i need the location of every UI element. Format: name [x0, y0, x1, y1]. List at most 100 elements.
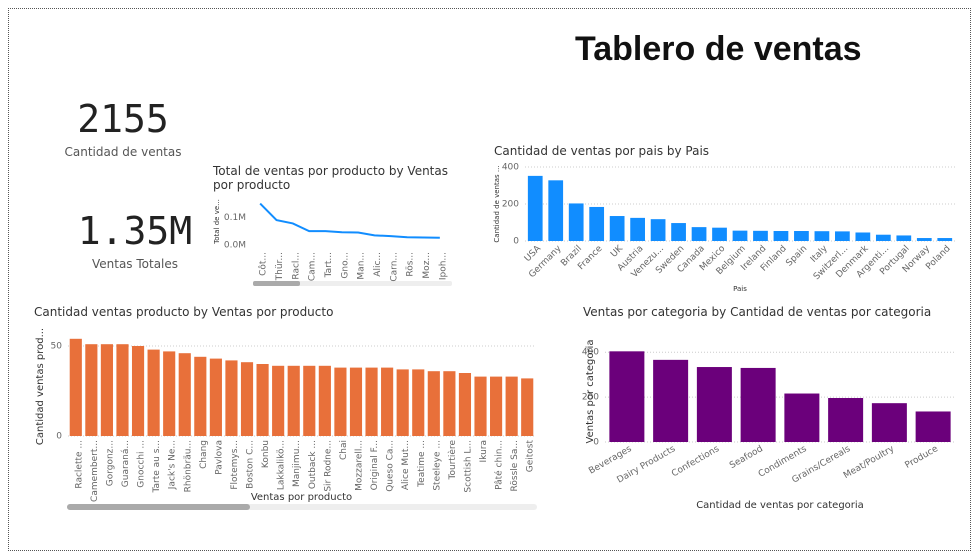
- bar: [896, 235, 912, 241]
- bar: [505, 376, 518, 436]
- y-tick-label: 400: [582, 348, 599, 358]
- x-tick-label: Sir Rodne...: [323, 440, 333, 492]
- bar: [784, 393, 820, 442]
- bar: [163, 351, 176, 436]
- x-tick-label: Ipoh...: [438, 252, 448, 280]
- bar: [871, 403, 907, 442]
- bar: [427, 371, 440, 436]
- scrollbar-track[interactable]: [253, 281, 452, 286]
- bar: [548, 180, 564, 241]
- dashboard-title: Tablero de ventas: [575, 30, 862, 68]
- x-tick-label: Geitost: [526, 440, 536, 473]
- bar: [650, 219, 666, 241]
- y-tick-label: 400: [502, 163, 519, 173]
- x-tick-label: Tart...: [324, 252, 334, 278]
- kpi-label: Ventas Totales: [91, 257, 179, 271]
- y-tick-label: 0: [593, 438, 599, 448]
- x-tick-label: Spain: [784, 244, 809, 269]
- x-tick-label: Pâté chin...: [494, 440, 505, 490]
- x-tick-label: Chang: [199, 440, 209, 469]
- x-tick-label: Teatime ...: [417, 440, 427, 488]
- bar: [696, 367, 732, 442]
- chart-title: Cantidad ventas producto by Ventas por p…: [34, 305, 334, 319]
- bar: [527, 175, 543, 241]
- x-axis-label: Cantidad de ventas por categoria: [696, 500, 864, 511]
- bar: [671, 223, 686, 241]
- bar: [828, 398, 864, 442]
- x-tick-label: Thür...: [275, 252, 285, 281]
- bar: [773, 231, 789, 241]
- x-tick-label: Flotemys...: [230, 440, 240, 490]
- x-tick-label: Konbu: [261, 440, 271, 468]
- bar: [334, 367, 347, 436]
- y-tick-label: 50: [51, 342, 63, 352]
- y-tick-label: 0.0M: [224, 241, 246, 251]
- bar: [916, 238, 932, 241]
- x-tick-label: Man...: [357, 252, 367, 280]
- scrollbar-thumb[interactable]: [253, 281, 300, 286]
- x-tick-label: Outback ...: [308, 440, 318, 489]
- bar: [131, 346, 145, 436]
- x-tick-label: Ikura: [479, 440, 489, 463]
- y-axis-label: Ventas por categoria: [585, 340, 596, 444]
- x-tick-label: Rös...: [406, 252, 416, 277]
- bar: [85, 344, 98, 436]
- bar: [209, 358, 222, 436]
- bar: [458, 373, 472, 436]
- x-tick-label: Chai: [339, 440, 349, 460]
- y-axis-label: Cantidad ventas prod...: [35, 328, 46, 445]
- y-tick-label: 0: [513, 237, 519, 247]
- bar: [272, 365, 285, 436]
- bar: [490, 376, 503, 436]
- x-tick-label: Rössle Sa...: [510, 440, 520, 491]
- chart-title: Ventas por categoria by Cantidad de vent…: [583, 305, 932, 319]
- y-tick-label: 0.1M: [224, 213, 246, 223]
- bar: [653, 359, 689, 442]
- scrollbar-thumb[interactable]: [67, 504, 250, 510]
- bar: [740, 367, 776, 442]
- y-tick-label: 200: [582, 393, 599, 403]
- bar: [240, 362, 254, 436]
- bar: [937, 238, 953, 241]
- x-tick-label: Gno...: [340, 252, 350, 279]
- kpi-value: 1.35M: [77, 209, 193, 253]
- x-tick-label: Seafood: [728, 444, 765, 471]
- bar: [365, 367, 378, 436]
- x-tick-label: Boston C...: [246, 440, 256, 489]
- x-tick-label: Moz...: [422, 252, 432, 279]
- chart-title: Cantidad de ventas por pais by Pais: [494, 144, 710, 158]
- bar: [521, 378, 534, 436]
- bar: [609, 351, 645, 442]
- bar: [814, 231, 830, 241]
- bar: [691, 227, 707, 241]
- y-tick-label: 200: [502, 200, 519, 210]
- x-tick-label: Racl...: [291, 252, 301, 280]
- x-tick-label: Queso Ca...: [386, 440, 396, 492]
- bar: [349, 367, 363, 436]
- x-tick-label: Jack's Ne...: [168, 440, 178, 490]
- x-tick-label: Tarte au s...: [152, 440, 162, 494]
- x-tick-label: Mozzarell...: [354, 440, 364, 491]
- bar: [835, 231, 850, 241]
- bar: [794, 231, 809, 241]
- y-axis-label: Cantidad de ventas ...: [493, 165, 501, 242]
- bar: [753, 230, 768, 241]
- bar: [381, 367, 394, 436]
- x-tick-label: Confections: [670, 444, 721, 479]
- frame: [8, 8, 971, 551]
- bar: [178, 353, 191, 436]
- bar: [69, 338, 82, 436]
- bar: [712, 227, 727, 241]
- x-axis-label: Ventas por producto: [251, 492, 352, 503]
- kpi-value: 2155: [77, 97, 169, 141]
- bar: [855, 232, 871, 241]
- bar: [915, 411, 951, 442]
- x-tick-label: Pavlova: [214, 440, 224, 475]
- x-axis-label: Pais: [733, 285, 747, 293]
- x-tick-label: Rhönbräu...: [183, 440, 193, 492]
- bar: [875, 234, 891, 241]
- bar: [412, 369, 425, 436]
- chart-title: Total de ventas por producto by Ventas p…: [213, 164, 448, 192]
